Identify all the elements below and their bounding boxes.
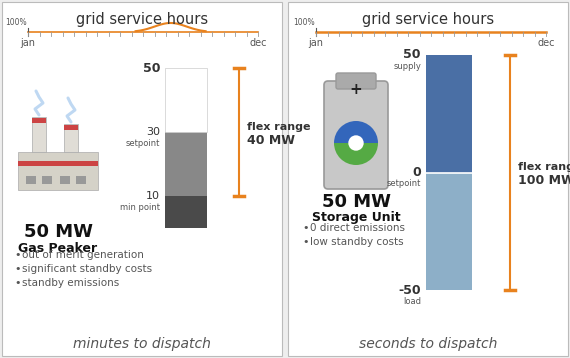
Text: •: • bbox=[14, 264, 21, 274]
Bar bbox=[426, 173, 472, 290]
Text: 0 direct emissions: 0 direct emissions bbox=[310, 223, 405, 233]
Bar bbox=[165, 196, 207, 228]
Text: setpoint: setpoint bbox=[386, 179, 421, 189]
Text: •: • bbox=[14, 250, 21, 260]
Text: 0: 0 bbox=[412, 166, 421, 179]
Bar bbox=[2, 2, 282, 356]
Text: grid service hours: grid service hours bbox=[362, 12, 494, 27]
Bar bbox=[32, 117, 46, 152]
Text: low standby costs: low standby costs bbox=[310, 237, 404, 247]
Text: flex range: flex range bbox=[518, 163, 570, 173]
FancyBboxPatch shape bbox=[324, 81, 388, 189]
Bar bbox=[165, 132, 207, 196]
Text: Gas Peaker: Gas Peaker bbox=[18, 242, 97, 255]
Text: 50 MW: 50 MW bbox=[321, 193, 390, 211]
Text: 30: 30 bbox=[146, 127, 160, 137]
Bar bbox=[76, 176, 86, 184]
Text: significant standby costs: significant standby costs bbox=[22, 264, 152, 274]
Bar bbox=[18, 161, 98, 166]
Text: 50: 50 bbox=[142, 62, 160, 74]
Text: jan: jan bbox=[21, 38, 35, 48]
Bar bbox=[426, 55, 472, 173]
Text: setpoint: setpoint bbox=[125, 139, 160, 148]
Circle shape bbox=[348, 135, 364, 151]
Bar bbox=[288, 2, 568, 356]
Bar bbox=[26, 176, 36, 184]
Text: minutes to dispatch: minutes to dispatch bbox=[73, 337, 211, 351]
Text: 10: 10 bbox=[146, 191, 160, 201]
Text: seconds to dispatch: seconds to dispatch bbox=[359, 337, 497, 351]
Bar bbox=[42, 176, 52, 184]
Bar bbox=[32, 118, 46, 123]
Text: dec: dec bbox=[538, 38, 555, 48]
Text: +: + bbox=[349, 82, 363, 97]
Bar bbox=[64, 124, 78, 152]
Text: -50: -50 bbox=[398, 284, 421, 296]
Text: 100 MW: 100 MW bbox=[518, 174, 570, 187]
Wedge shape bbox=[334, 121, 378, 143]
Text: grid service hours: grid service hours bbox=[76, 12, 208, 27]
Text: standby emissions: standby emissions bbox=[22, 278, 119, 288]
Text: 50 MW: 50 MW bbox=[23, 223, 92, 241]
Text: out of merit generation: out of merit generation bbox=[22, 250, 144, 260]
Text: dec: dec bbox=[249, 38, 267, 48]
Text: •: • bbox=[302, 223, 308, 233]
Bar bbox=[64, 125, 78, 130]
Wedge shape bbox=[334, 143, 378, 165]
Text: •: • bbox=[14, 278, 21, 288]
Text: supply: supply bbox=[393, 62, 421, 71]
Text: flex range: flex range bbox=[247, 122, 311, 132]
Text: 100%: 100% bbox=[294, 18, 315, 27]
Bar bbox=[18, 152, 98, 190]
Text: 50: 50 bbox=[404, 48, 421, 62]
Text: •: • bbox=[302, 237, 308, 247]
Text: 40 MW: 40 MW bbox=[247, 134, 295, 146]
Text: jan: jan bbox=[308, 38, 324, 48]
Text: 100%: 100% bbox=[5, 18, 27, 27]
Text: Storage Unit: Storage Unit bbox=[312, 212, 400, 224]
Text: load: load bbox=[403, 297, 421, 306]
FancyBboxPatch shape bbox=[336, 73, 376, 89]
Text: min point: min point bbox=[120, 203, 160, 212]
Bar bbox=[165, 68, 207, 132]
Bar bbox=[60, 176, 70, 184]
